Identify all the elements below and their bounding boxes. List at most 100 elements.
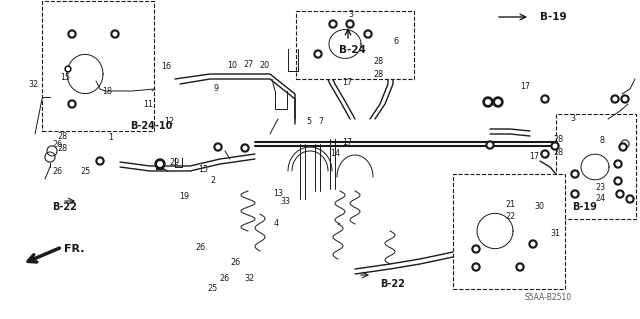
Circle shape [613, 97, 617, 101]
Text: 32: 32 [244, 274, 255, 283]
Text: 26: 26 [219, 274, 229, 283]
Circle shape [486, 141, 494, 149]
Circle shape [47, 146, 57, 156]
Circle shape [531, 242, 535, 246]
Text: 29: 29 [169, 158, 179, 167]
Text: 4: 4 [274, 219, 279, 228]
Text: 16: 16 [161, 63, 172, 71]
Text: 23: 23 [595, 183, 605, 192]
Circle shape [67, 68, 69, 70]
Text: S5AA-B2510: S5AA-B2510 [524, 293, 572, 301]
Circle shape [621, 140, 629, 148]
Circle shape [474, 247, 478, 251]
Text: 17: 17 [342, 78, 352, 87]
Circle shape [45, 152, 55, 162]
Circle shape [98, 159, 102, 163]
Bar [42, 1, 154, 131]
Text: 21: 21 [506, 200, 516, 209]
Text: 27: 27 [243, 60, 253, 69]
Circle shape [483, 97, 493, 107]
Circle shape [488, 143, 492, 147]
Circle shape [111, 30, 119, 38]
Circle shape [332, 22, 335, 26]
Circle shape [243, 146, 247, 150]
Circle shape [553, 144, 557, 148]
Circle shape [346, 20, 354, 28]
Circle shape [516, 263, 524, 271]
Circle shape [366, 32, 370, 36]
Circle shape [621, 145, 625, 149]
Text: 3: 3 [348, 10, 353, 19]
Text: 25: 25 [80, 167, 90, 176]
Circle shape [157, 162, 163, 166]
Text: 12: 12 [164, 117, 175, 126]
Text: 13: 13 [273, 189, 283, 198]
Text: 2: 2 [210, 176, 215, 185]
Circle shape [96, 157, 104, 165]
Circle shape [626, 195, 634, 203]
Text: 28: 28 [554, 135, 564, 144]
Text: 28: 28 [374, 70, 384, 78]
Circle shape [541, 95, 549, 103]
Text: 14: 14 [330, 149, 340, 158]
Text: B-19: B-19 [540, 12, 566, 22]
Text: 15: 15 [198, 165, 208, 174]
Circle shape [571, 190, 579, 198]
Circle shape [529, 240, 537, 248]
Text: 26: 26 [52, 140, 63, 149]
Text: 15: 15 [60, 73, 70, 82]
Circle shape [348, 22, 352, 26]
Circle shape [543, 97, 547, 101]
Circle shape [616, 190, 624, 198]
Text: 26: 26 [230, 258, 241, 267]
Circle shape [543, 152, 547, 156]
Circle shape [113, 32, 117, 36]
Text: B-24: B-24 [339, 45, 365, 55]
Circle shape [65, 66, 71, 72]
Text: 31: 31 [550, 229, 561, 238]
Text: 19: 19 [179, 192, 189, 201]
Text: 10: 10 [227, 61, 237, 70]
Circle shape [618, 192, 622, 196]
Circle shape [493, 97, 503, 107]
Circle shape [619, 143, 627, 151]
Text: 33: 33 [280, 197, 291, 206]
Bar [296, 11, 414, 79]
Circle shape [573, 172, 577, 176]
Text: 11: 11 [143, 100, 154, 109]
Text: 7: 7 [318, 117, 323, 126]
Circle shape [621, 140, 629, 148]
Circle shape [621, 95, 629, 103]
Text: B-22: B-22 [52, 202, 77, 212]
Circle shape [518, 265, 522, 269]
Bar [453, 174, 565, 289]
Circle shape [571, 170, 579, 178]
Text: 17: 17 [520, 82, 530, 91]
Circle shape [329, 20, 337, 28]
Circle shape [496, 100, 500, 104]
Text: 28: 28 [58, 144, 68, 153]
Text: 18: 18 [102, 87, 113, 96]
Circle shape [573, 192, 577, 196]
Circle shape [68, 30, 76, 38]
Text: B-19: B-19 [572, 202, 597, 212]
Circle shape [628, 197, 632, 201]
Circle shape [316, 52, 320, 56]
Circle shape [551, 142, 559, 150]
Text: 25: 25 [207, 284, 218, 293]
Circle shape [474, 265, 478, 269]
Circle shape [214, 143, 222, 151]
Text: 9: 9 [213, 84, 218, 93]
Text: 1: 1 [108, 133, 113, 142]
Circle shape [70, 32, 74, 36]
Circle shape [616, 162, 620, 166]
Text: 3: 3 [570, 114, 575, 122]
Text: B-24-10: B-24-10 [130, 121, 172, 131]
Text: 28: 28 [554, 148, 564, 157]
Circle shape [364, 30, 372, 38]
Text: 28: 28 [374, 57, 384, 66]
Text: B-22: B-22 [380, 279, 405, 289]
Text: 6: 6 [393, 37, 398, 46]
Circle shape [472, 263, 480, 271]
Circle shape [486, 100, 490, 104]
